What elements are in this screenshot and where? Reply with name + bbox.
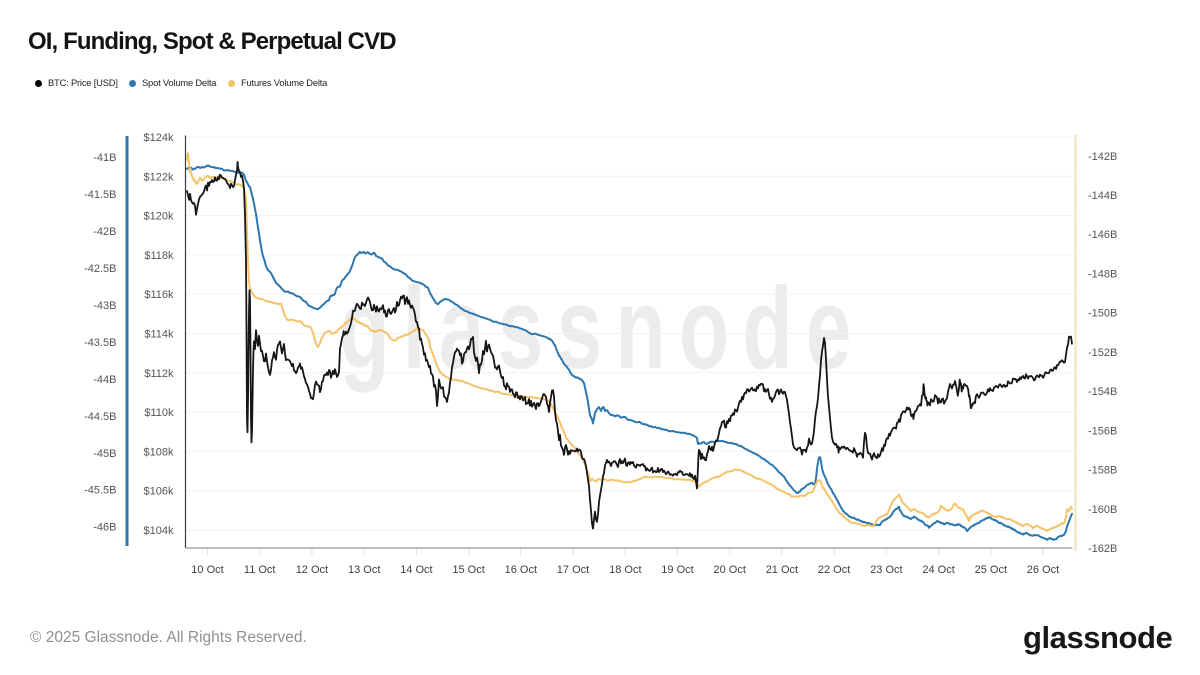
svg-text:-158B: -158B — [1088, 465, 1117, 477]
svg-text:14 Oct: 14 Oct — [400, 564, 432, 576]
svg-text:-162B: -162B — [1088, 543, 1117, 555]
svg-text:$104k: $104k — [144, 525, 174, 537]
svg-text:-44.5B: -44.5B — [84, 411, 116, 423]
svg-text:18 Oct: 18 Oct — [609, 564, 641, 576]
svg-text:$120k: $120k — [144, 211, 174, 223]
svg-text:$114k: $114k — [144, 329, 174, 341]
svg-text:15 Oct: 15 Oct — [452, 564, 484, 576]
svg-text:-152B: -152B — [1088, 347, 1117, 359]
svg-text:-144B: -144B — [1088, 190, 1117, 202]
svg-text:-46B: -46B — [93, 522, 116, 534]
svg-text:-142B: -142B — [1088, 151, 1117, 163]
svg-text:-150B: -150B — [1088, 308, 1117, 320]
svg-text:-146B: -146B — [1088, 229, 1117, 241]
svg-text:24 Oct: 24 Oct — [922, 564, 954, 576]
svg-text:22 Oct: 22 Oct — [818, 564, 850, 576]
svg-text:-42B: -42B — [93, 226, 116, 238]
svg-text:10 Oct: 10 Oct — [191, 564, 223, 576]
svg-text:-160B: -160B — [1088, 504, 1117, 516]
svg-text:16 Oct: 16 Oct — [505, 564, 537, 576]
svg-text:23 Oct: 23 Oct — [870, 564, 902, 576]
svg-text:19 Oct: 19 Oct — [661, 564, 693, 576]
svg-text:-45B: -45B — [93, 448, 116, 460]
svg-text:17 Oct: 17 Oct — [557, 564, 589, 576]
svg-text:-42.5B: -42.5B — [84, 263, 116, 275]
svg-text:13 Oct: 13 Oct — [348, 564, 380, 576]
svg-text:12 Oct: 12 Oct — [296, 564, 328, 576]
svg-text:-45.5B: -45.5B — [84, 485, 116, 497]
svg-text:-154B: -154B — [1088, 386, 1117, 398]
svg-text:-43B: -43B — [93, 300, 116, 312]
svg-text:-148B: -148B — [1088, 269, 1117, 281]
svg-text:$110k: $110k — [144, 407, 174, 419]
svg-text:$112k: $112k — [144, 368, 174, 380]
svg-text:$124k: $124k — [144, 132, 174, 144]
svg-text:$122k: $122k — [144, 171, 174, 183]
svg-text:$116k: $116k — [144, 289, 174, 301]
svg-text:$108k: $108k — [144, 446, 174, 458]
svg-text:$106k: $106k — [144, 486, 174, 498]
svg-text:-44B: -44B — [93, 374, 116, 386]
svg-text:25 Oct: 25 Oct — [975, 564, 1007, 576]
svg-text:11 Oct: 11 Oct — [244, 564, 276, 576]
svg-text:$118k: $118k — [144, 250, 174, 262]
svg-text:21 Oct: 21 Oct — [766, 564, 798, 576]
svg-text:-156B: -156B — [1088, 425, 1117, 437]
svg-text:-43.5B: -43.5B — [84, 337, 116, 349]
svg-text:20 Oct: 20 Oct — [713, 564, 745, 576]
svg-text:-41B: -41B — [93, 152, 116, 164]
svg-text:26 Oct: 26 Oct — [1027, 564, 1059, 576]
svg-text:-41.5B: -41.5B — [84, 189, 116, 201]
